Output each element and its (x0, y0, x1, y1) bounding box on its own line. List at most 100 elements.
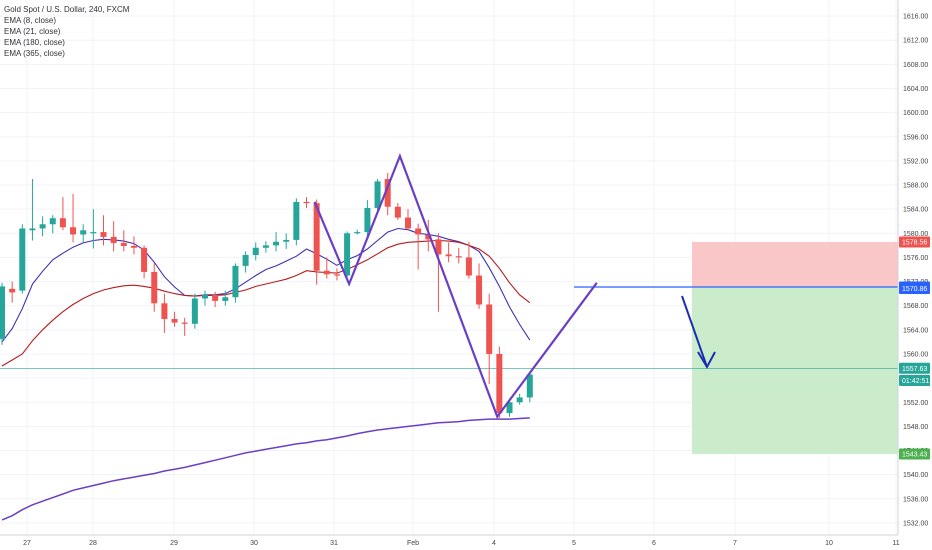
candle-body (110, 236, 117, 243)
price-axis[interactable] (898, 0, 932, 550)
ema-21-line (1, 239, 531, 367)
price-tag (899, 362, 930, 374)
price-tag (899, 236, 930, 248)
legend-ema-8: EMA (8, close) (4, 16, 57, 25)
legend-ema-180: EMA (180, close) (4, 38, 65, 47)
candle-body (19, 228, 26, 291)
candle-body (130, 245, 137, 248)
candle-body (273, 241, 280, 246)
candle-body (222, 297, 229, 301)
candle-body (212, 294, 219, 301)
time-tick-label: 7 (733, 540, 737, 547)
candle-body (151, 271, 158, 304)
time-tick-label: 31 (330, 540, 338, 547)
price-tag-label: 1557.63 (902, 366, 927, 373)
candle-body (9, 288, 16, 293)
candle-body (394, 206, 401, 218)
candle-body (476, 275, 483, 305)
take-profit-zone (692, 286, 898, 454)
candle-body (333, 274, 340, 276)
candle-body (171, 318, 178, 323)
price-tick-label: 1596.00 (903, 134, 928, 141)
candle-body (486, 304, 493, 354)
candle-body (70, 227, 77, 235)
candle-body (202, 294, 208, 299)
price-tick-label: 1588.00 (903, 183, 928, 190)
time-tick-label: 30 (250, 540, 258, 547)
candle-body (465, 257, 472, 276)
price-tick-label: 1536.00 (903, 496, 928, 503)
time-tick-label: 28 (89, 540, 97, 547)
candle-body (323, 270, 330, 275)
price-tick-label: 1616.00 (903, 14, 928, 21)
time-tick-label: 6 (652, 540, 656, 547)
candle-body (506, 402, 513, 414)
price-tag-label: 01:42:51 (902, 378, 929, 385)
stop-loss-zone (692, 241, 898, 287)
down-arrow-head (697, 351, 716, 370)
price-tick-label: 1552.00 (903, 400, 928, 407)
candle-body (191, 298, 198, 324)
candle-body (232, 265, 239, 298)
candle-body (445, 254, 452, 257)
price-tick-label: 1612.00 (903, 38, 928, 45)
candle-body (526, 374, 533, 398)
candle-body (384, 178, 391, 207)
ema-8-line (1, 227, 531, 343)
candle-body (405, 217, 411, 229)
candle-body (181, 322, 188, 324)
price-tick-label: 1576.00 (903, 255, 928, 262)
candle-body (49, 218, 56, 225)
price-tick-label: 1560.00 (903, 351, 928, 358)
price-tick-label: 1548.00 (903, 424, 928, 431)
candle-body (120, 242, 127, 246)
candle-body (80, 230, 87, 235)
candle-body (252, 247, 259, 256)
w-pattern-drawing[interactable] (313, 153, 598, 419)
price-tick-label: 1564.00 (903, 327, 928, 334)
price-tick-label: 1604.00 (903, 86, 928, 93)
candle-body (354, 232, 361, 234)
price-tick-label: 1532.00 (903, 520, 928, 527)
candle-body (415, 228, 422, 235)
candle-body (90, 232, 97, 234)
legend-title: Gold Spot / U.S. Dollar, 240, FXCM (4, 5, 130, 14)
candle-body (161, 303, 168, 319)
time-tick-label: 29 (170, 540, 178, 547)
candle-body (59, 218, 66, 228)
price-tick-label: 1592.00 (903, 158, 928, 165)
candle-body (425, 234, 432, 240)
candle-body (496, 353, 503, 414)
candle-body (293, 201, 300, 240)
time-tick-label: 11 (892, 540, 899, 547)
candle-body (141, 247, 148, 272)
price-tag (899, 282, 930, 294)
candle-body (283, 239, 290, 242)
candle-body (0, 286, 5, 339)
price-tick-label: 1580.00 (903, 231, 928, 238)
price-tag-label: 1578.56 (902, 239, 927, 246)
candle-body (100, 232, 107, 237)
candle-body (303, 201, 310, 204)
legend-ema-365: EMA (365, close) (4, 49, 65, 58)
candle-body (29, 228, 36, 231)
down-arrow-shaft (681, 295, 708, 368)
candle-body (364, 207, 371, 233)
price-tag-label: 1570.86 (902, 286, 927, 293)
price-tag-label: 1543.43 (902, 451, 927, 458)
price-tick-label: 1568.00 (903, 303, 928, 310)
time-tick-label: 27 (23, 540, 31, 547)
candle-body (516, 397, 523, 403)
price-tag (899, 375, 930, 387)
time-tick-label: Feb (407, 540, 419, 547)
price-tick-label: 1584.00 (903, 207, 928, 214)
price-tag (899, 448, 930, 460)
candle-body (374, 181, 381, 208)
chart-legend: Gold Spot / U.S. Dollar, 240, FXCM EMA (… (4, 4, 129, 59)
ema-365-line (1, 417, 530, 521)
time-tick-label: 10 (825, 540, 833, 547)
time-tick-label: 4 (492, 540, 496, 547)
candle-body (435, 239, 442, 255)
candle-body (262, 245, 269, 248)
